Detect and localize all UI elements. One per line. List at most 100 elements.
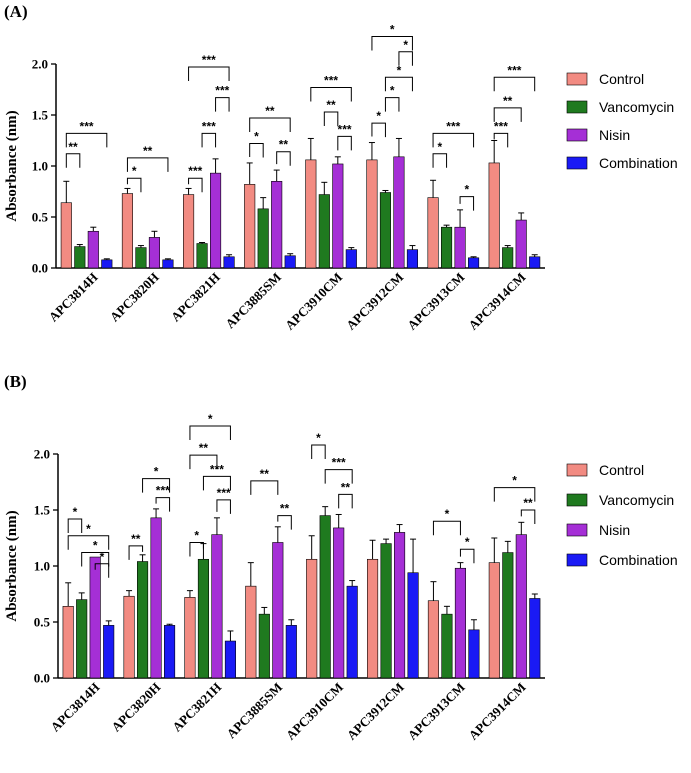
bar xyxy=(529,598,541,679)
significance-bracket xyxy=(276,151,291,166)
x-tick-label: APC3820H xyxy=(108,680,163,735)
significance-label: * xyxy=(316,431,321,445)
significance-bracket xyxy=(493,107,522,122)
significance-bracket xyxy=(142,478,171,493)
significance-label: ** xyxy=(199,441,209,455)
significance-label: *** xyxy=(446,119,460,133)
bar xyxy=(123,595,135,679)
bar xyxy=(210,172,222,269)
x-tick-label: APC3885SM xyxy=(222,270,284,332)
bar xyxy=(148,237,160,269)
y-tick-label: 0.5 xyxy=(34,615,51,630)
significance-bracket xyxy=(493,132,509,148)
x-tick-label: APC3910CM xyxy=(282,270,345,333)
bar xyxy=(441,613,453,679)
significance-label: * xyxy=(100,550,105,564)
legend-label: Vancomycin xyxy=(599,492,674,508)
bar xyxy=(488,162,500,269)
bar xyxy=(137,561,149,679)
bar xyxy=(211,534,223,679)
bar xyxy=(332,163,344,269)
x-tick-label: APC3821H xyxy=(168,270,223,325)
significance-label: *** xyxy=(217,486,231,500)
legend-swatch xyxy=(566,72,588,86)
significance-bracket xyxy=(323,111,339,126)
bar xyxy=(366,159,378,269)
significance-label: ** xyxy=(326,98,336,112)
legend-label: Control xyxy=(599,462,644,478)
bar xyxy=(184,597,196,679)
significance-bracket xyxy=(188,177,203,193)
significance-label: *** xyxy=(507,63,521,77)
x-tick-label: APC3814H xyxy=(48,680,103,735)
bar xyxy=(62,606,74,679)
y-tick-label: 0.5 xyxy=(32,210,49,225)
x-tick-label: APC3912CM xyxy=(344,680,407,743)
significance-label: *** xyxy=(215,84,229,98)
significance-label: * xyxy=(465,535,470,549)
x-tick-label: APC3821H xyxy=(169,680,224,735)
significance-bracket xyxy=(67,535,110,550)
legend-swatch xyxy=(566,493,588,507)
significance-label: ** xyxy=(280,502,290,516)
bar xyxy=(427,197,439,269)
significance-bracket xyxy=(310,86,352,102)
significance-label: * xyxy=(403,38,408,52)
bar xyxy=(135,247,147,269)
significance-label: ** xyxy=(68,140,78,154)
bar xyxy=(87,230,99,269)
legend-label: Nisin xyxy=(599,127,630,143)
significance-bracket xyxy=(384,97,400,112)
bar xyxy=(529,256,541,269)
significance-bracket xyxy=(189,425,231,440)
bar xyxy=(271,181,283,269)
significance-label: * xyxy=(445,507,450,521)
legend-swatch xyxy=(566,128,588,142)
bar xyxy=(319,515,331,679)
bar xyxy=(60,202,72,269)
bar xyxy=(74,246,86,269)
significance-label: * xyxy=(390,22,395,36)
significance-bracket xyxy=(67,518,83,533)
legend-swatch xyxy=(566,156,588,170)
bar xyxy=(162,259,174,269)
y-tick-label: 2.0 xyxy=(34,447,50,462)
x-tick-label: APC3820H xyxy=(107,270,162,325)
panel-label-b: (B) xyxy=(4,372,27,391)
significance-bracket xyxy=(215,97,230,112)
significance-bracket xyxy=(250,480,279,495)
x-tick-label: APC3914CM xyxy=(465,680,528,743)
significance-label: * xyxy=(208,412,213,426)
significance-bracket xyxy=(337,135,352,151)
significance-label: * xyxy=(464,183,469,197)
bar xyxy=(427,600,439,679)
legend-label: Nisin xyxy=(599,522,630,538)
y-tick-label: 1.5 xyxy=(32,108,49,123)
bar xyxy=(224,640,236,679)
significance-bracket xyxy=(338,493,353,509)
significance-bracket xyxy=(65,132,108,148)
significance-bracket xyxy=(65,153,81,168)
bar xyxy=(454,567,466,679)
significance-bracket xyxy=(432,153,448,168)
significance-label: * xyxy=(376,109,381,123)
bar xyxy=(197,558,209,679)
legend-swatch xyxy=(566,523,588,537)
bar xyxy=(164,625,176,679)
bar xyxy=(515,534,527,679)
significance-label: ** xyxy=(341,480,351,494)
legend-label: Combination xyxy=(599,155,678,171)
significance-bracket xyxy=(311,444,326,460)
bar xyxy=(379,192,391,269)
bar xyxy=(454,226,466,269)
bar xyxy=(406,249,418,269)
significance-bracket xyxy=(81,552,110,567)
bar xyxy=(103,625,115,679)
significance-label: *** xyxy=(188,164,202,178)
bar xyxy=(502,552,514,679)
y-axis-label: Absorbance (nm) xyxy=(4,110,20,221)
significance-bracket xyxy=(520,509,536,524)
significance-label: * xyxy=(390,84,395,98)
x-tick-label: APC3910CM xyxy=(283,680,346,743)
y-tick-label: 1.5 xyxy=(34,503,51,518)
